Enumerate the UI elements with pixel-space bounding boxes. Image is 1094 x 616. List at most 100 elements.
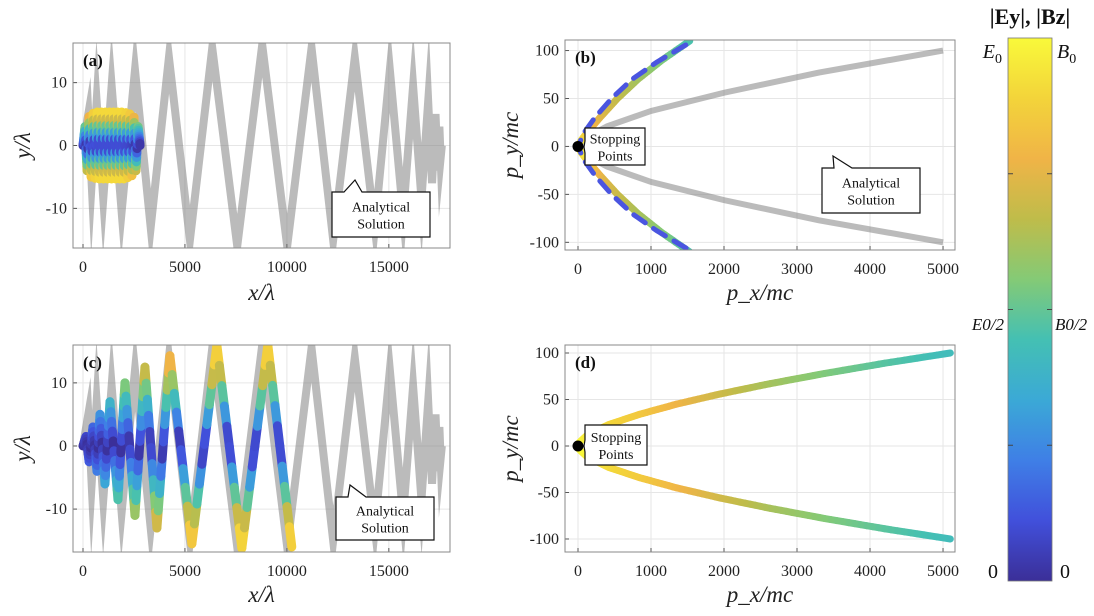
colorbar-label-right-bottom: 0 (1060, 561, 1070, 583)
x-tick-label: 5000 (169, 259, 201, 276)
y-tick-label: 0 (551, 438, 559, 455)
callout-box (821, 154, 921, 214)
analytical-solution-line (79, 43, 446, 248)
plot-area (78, 43, 446, 248)
x-tick-label: 3000 (781, 563, 813, 580)
callout-text: Analytical (352, 201, 410, 216)
callout-box (583, 424, 648, 466)
colorbar-title: |Ey|, |Bz| (990, 4, 1071, 29)
y-tick-label: 50 (543, 391, 559, 408)
callout-analytical: Analytical Solution (335, 483, 435, 541)
simulation-segment (683, 40, 694, 47)
callout-text: Stopping (591, 431, 642, 446)
panel-label: (c) (83, 353, 102, 372)
y-tick-label: 100 (535, 345, 559, 362)
x-tick-label: 3000 (781, 261, 813, 278)
colorbar-label-left-top: E0 (982, 41, 1002, 67)
panel-label: (d) (575, 353, 596, 372)
x-tick-label: 15000 (369, 259, 409, 276)
y-tick-label: -100 (530, 234, 559, 251)
x-tick-label: 0 (79, 259, 87, 276)
callout-text: Solution (847, 194, 894, 209)
callout-text: Points (597, 150, 632, 165)
callout-origin: Stopping Points (583, 127, 646, 166)
callout-text: Analytical (356, 505, 414, 520)
callout-origin: Stopping Points (583, 424, 648, 466)
x-tick-label: 5000 (169, 563, 201, 580)
plot-area (574, 349, 954, 543)
callout-analytical: Analytical Solution (821, 154, 921, 214)
y-tick-label: 0 (59, 138, 67, 155)
y-tick-label: -10 (46, 501, 67, 518)
callout-box (335, 483, 435, 541)
x-axis-label: p_x/mc (725, 280, 793, 305)
stopping-point (572, 140, 584, 152)
y-tick-label: -10 (46, 200, 67, 217)
panel-d: 0 1000 2000 3000 4000 5000 -100 -50 0 50 100 (d) p_x… (498, 344, 959, 607)
y-tick-label: -50 (538, 186, 559, 203)
x-tick-label: 0 (79, 563, 87, 580)
y-axis-label: y/λ (10, 435, 35, 464)
x-tick-label: 5000 (927, 261, 959, 278)
y-tick-label: 50 (543, 90, 559, 107)
callout-text: Points (598, 448, 633, 463)
colorbar-label-right-mid: B0/2 (1055, 315, 1088, 334)
y-tick-label: 0 (59, 438, 67, 455)
axes-box (564, 344, 956, 553)
axes-box (564, 39, 956, 251)
x-tick-label: 1000 (635, 261, 667, 278)
y-tick-label: 100 (535, 43, 559, 60)
callout-box (331, 178, 431, 238)
plot-area (78, 345, 446, 552)
colorbar: |Ey|, |Bz| E0 B0 E0/2 B0/2 0 0 (971, 4, 1088, 583)
panel-c: 0 5000 10000 15000 -10 0 10 (c) x/λ y/λ Analytical… (10, 344, 451, 607)
axes-box (72, 344, 451, 553)
colorbar-label-left-bottom: 0 (988, 561, 998, 583)
x-tick-label: 1000 (635, 563, 667, 580)
panel-label: (b) (575, 48, 596, 67)
callout-box (583, 127, 646, 166)
y-axis-label: p_y/mc (498, 112, 523, 180)
y-tick-label: -50 (538, 484, 559, 501)
label-part: B (1057, 41, 1069, 63)
x-tick-label: 2000 (708, 261, 740, 278)
x-tick-label: 0 (574, 563, 582, 580)
callout-text: Solution (357, 218, 404, 233)
axes-box (72, 42, 451, 249)
simulation-segment (940, 349, 954, 358)
callout-text: Solution (361, 522, 408, 537)
x-tick-label: 4000 (854, 261, 886, 278)
callout-text: Analytical (842, 177, 900, 192)
label-subscript: 0 (1069, 52, 1076, 67)
y-tick-label: 0 (551, 138, 559, 155)
colorbar-bar (1007, 37, 1053, 582)
callout-text: Stopping (590, 133, 641, 148)
x-tick-label: 0 (574, 261, 582, 278)
panel-a: 0 5000 10000 15000 -10 0 10 (a) x/λ y/λ Analytical… (10, 42, 451, 305)
label-subscript: 0 (995, 52, 1002, 67)
y-axis-label: y/λ (10, 132, 35, 161)
x-axis-label: x/λ (247, 280, 275, 305)
label-part: E (982, 41, 995, 63)
y-tick-label: 10 (51, 375, 67, 392)
x-axis-label: p_x/mc (725, 582, 793, 607)
colorbar-label-right-top: B0 (1057, 41, 1076, 67)
simulation-segment (284, 522, 297, 552)
x-tick-label: 10000 (267, 563, 307, 580)
panels: 0 5000 10000 15000-10010(a)x/λy/λAnalytical… (10, 39, 959, 607)
callout-analytical: Analytical Solution (331, 178, 431, 238)
x-axis-label: x/λ (247, 582, 275, 607)
x-tick-label: 10000 (267, 259, 307, 276)
x-tick-label: 15000 (369, 563, 409, 580)
y-tick-label: 10 (51, 75, 67, 92)
x-tick-label: 4000 (854, 563, 886, 580)
x-tick-label: 2000 (708, 563, 740, 580)
y-axis-label: p_y/mc (498, 415, 523, 483)
colorbar-label-left-mid: E0/2 (971, 315, 1005, 334)
x-tick-label: 5000 (927, 563, 959, 580)
stopping-point (572, 440, 584, 452)
y-tick-label: -100 (530, 531, 559, 548)
panel-b: 0 1000 2000 3000 4000 5000 -100 -50 0 50 100 (b) p_x… (498, 39, 959, 305)
panel-label: (a) (83, 51, 103, 70)
